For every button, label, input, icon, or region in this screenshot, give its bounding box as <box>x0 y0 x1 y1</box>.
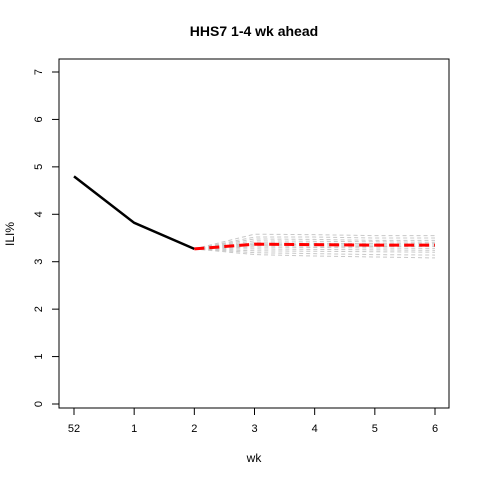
x-tick-label: 6 <box>432 423 438 435</box>
y-tick-label: 4 <box>33 211 45 217</box>
x-tick-label: 2 <box>191 423 197 435</box>
y-axis-label: ILI% <box>3 222 17 246</box>
y-axis: 0 1 2 3 4 5 6 7 <box>33 69 60 407</box>
forecast-sample-line-9 <box>194 248 436 251</box>
x-tick-label: 4 <box>312 423 318 435</box>
x-tick-label: 52 <box>68 423 80 435</box>
forecast-sample-line-3 <box>194 238 435 250</box>
forecast-mean-series <box>194 242 435 251</box>
y-tick-label: 2 <box>33 306 45 312</box>
y-tick-label: 6 <box>33 116 45 122</box>
y-tick-label: 0 <box>33 401 45 407</box>
forecast-sample-line-8 <box>194 246 436 250</box>
forecast-sample-line-12 <box>194 248 436 259</box>
forecast-mean-line <box>194 242 435 251</box>
observed-series <box>73 175 195 251</box>
forecast-sample-line-10 <box>194 248 436 253</box>
y-tick-label: 1 <box>33 354 45 360</box>
y-tick-label: 5 <box>33 164 45 170</box>
x-axis-label: wk <box>246 451 263 465</box>
forecast-sample-line-1 <box>194 233 435 250</box>
plot-frame <box>58 58 450 409</box>
forecast-sample-line-4 <box>194 240 436 250</box>
y-tick-label: 3 <box>33 259 45 265</box>
forecast-sample-line-11 <box>194 248 436 256</box>
x-tick-label: 3 <box>251 423 257 435</box>
forecast-sample-line-2 <box>194 236 435 250</box>
observed-line <box>73 175 195 251</box>
x-tick-label: 1 <box>131 423 137 435</box>
y-tick-label: 7 <box>33 69 45 75</box>
x-tick-label: 5 <box>372 423 378 435</box>
x-axis: 52 1 2 3 4 5 6 <box>68 407 438 435</box>
chart-title: HHS7 1-4 wk ahead <box>190 23 318 39</box>
